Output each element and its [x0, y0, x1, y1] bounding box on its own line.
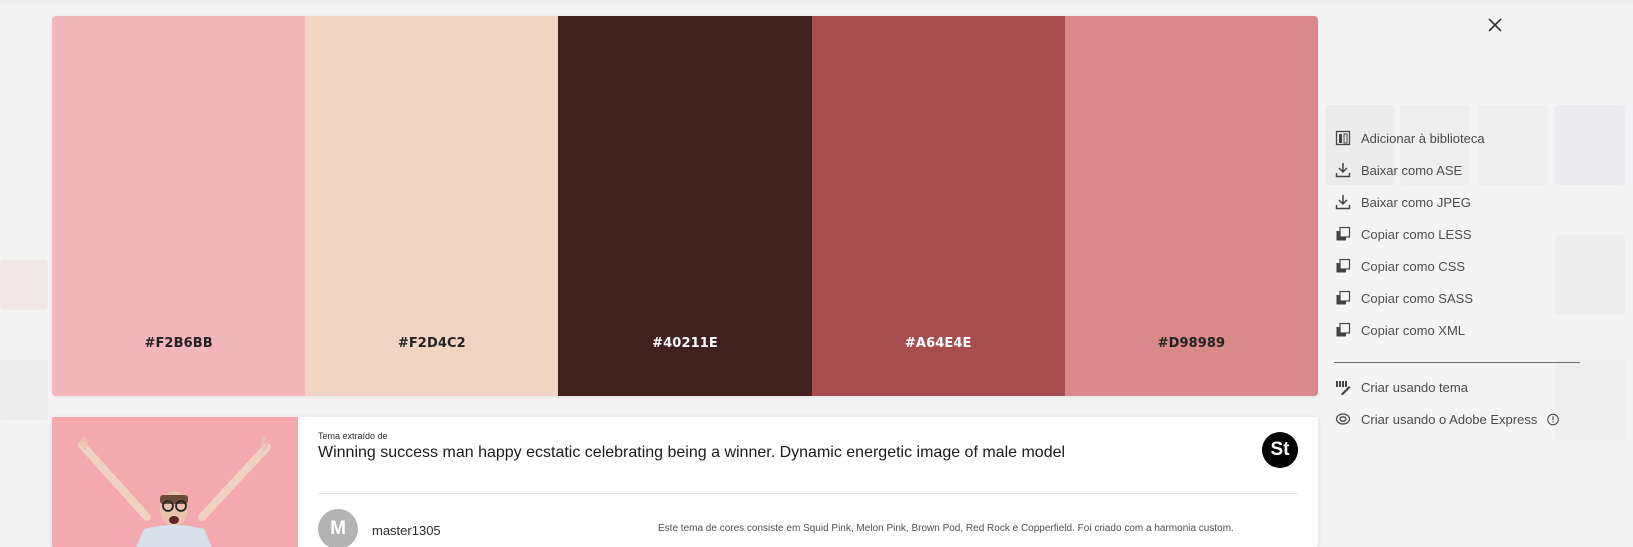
color-swatch-1[interactable]: #F2B6BB — [52, 16, 306, 396]
action-label: Baixar como JPEG — [1361, 194, 1471, 210]
swatch-hex-label: #F2D4C2 — [397, 336, 466, 351]
theme-actions-menu: Adicionar à biblioteca Baixar como ASE B… — [1334, 122, 1580, 435]
theme-source-kicker: Tema extraído de — [318, 431, 388, 441]
source-image-title[interactable]: Winning success man happy ecstatic celeb… — [318, 444, 1066, 461]
download-icon — [1334, 193, 1352, 211]
action-label: Copiar como XML — [1361, 322, 1466, 338]
download-icon — [1334, 161, 1352, 179]
library-add-icon — [1334, 129, 1352, 147]
theme-source-card: Tema extraído de Winning success man hap… — [52, 417, 1318, 547]
create-with-theme-action[interactable]: Criar usando tema — [1334, 371, 1580, 403]
background-tile — [0, 360, 48, 420]
copy-icon — [1334, 225, 1352, 243]
swatch-hex-label: #F2B6BB — [144, 336, 213, 351]
card-divider — [318, 493, 1298, 494]
action-label: Copiar como LESS — [1361, 226, 1472, 242]
copy-icon — [1334, 289, 1352, 307]
background-tile — [1555, 105, 1625, 185]
copy-sass-action[interactable]: Copiar como SASS — [1334, 282, 1580, 314]
info-icon[interactable] — [1547, 413, 1560, 425]
actions-divider — [1334, 362, 1580, 363]
action-label: Criar usando o Adobe Express — [1361, 411, 1538, 427]
action-label: Criar usando tema — [1361, 379, 1468, 395]
download-ase-action[interactable]: Baixar como ASE — [1334, 154, 1580, 186]
close-button[interactable] — [1482, 12, 1508, 38]
add-to-library-action[interactable]: Adicionar à biblioteca — [1334, 122, 1580, 154]
background-tile — [1478, 105, 1548, 185]
background-top-edge — [0, 0, 1633, 6]
swatch-hex-label: #D98989 — [1157, 336, 1226, 351]
action-label: Adicionar à biblioteca — [1361, 130, 1485, 146]
background-tile — [1555, 235, 1625, 315]
action-label: Copiar como CSS — [1361, 258, 1466, 274]
create-with-adobe-express-action[interactable]: Criar usando o Adobe Express — [1334, 403, 1580, 435]
copy-icon — [1334, 321, 1352, 339]
action-label: Copiar como SASS — [1361, 290, 1473, 306]
background-tile — [1400, 105, 1470, 185]
copy-less-action[interactable]: Copiar como LESS — [1334, 218, 1580, 250]
close-icon — [1488, 18, 1502, 32]
copy-xml-action[interactable]: Copiar como XML — [1334, 314, 1580, 346]
swatch-hex-label: #A64E4E — [904, 336, 972, 351]
color-swatch-4[interactable]: #A64E4E — [811, 16, 1065, 396]
swatch-hex-label: #40211E — [652, 336, 718, 351]
copy-css-action[interactable]: Copiar como CSS — [1334, 250, 1580, 282]
download-jpeg-action[interactable]: Baixar como JPEG — [1334, 186, 1580, 218]
theme-description: Este tema de cores consiste em Squid Pin… — [658, 523, 1234, 534]
action-label: Baixar como ASE — [1361, 162, 1463, 178]
copy-icon — [1334, 257, 1352, 275]
celebrating-man-image — [52, 417, 298, 547]
color-swatch-3[interactable]: #40211E — [558, 16, 812, 396]
source-image-thumbnail[interactable] — [52, 417, 298, 547]
avatar[interactable]: M — [318, 509, 358, 547]
adobe-stock-badge[interactable]: St — [1262, 432, 1298, 468]
background-tile — [0, 260, 48, 310]
color-swatch-2[interactable]: #F2D4C2 — [305, 16, 559, 396]
color-swatch-5[interactable]: #D98989 — [1064, 16, 1318, 396]
color-palette: #F2B6BB #F2D4C2 #40211E #A64E4E #D98989 — [52, 16, 1318, 396]
background-tile — [1555, 360, 1625, 440]
author-username[interactable]: master1305 — [372, 523, 441, 538]
adobe-express-icon — [1334, 410, 1352, 428]
edit-theme-icon — [1334, 378, 1352, 396]
